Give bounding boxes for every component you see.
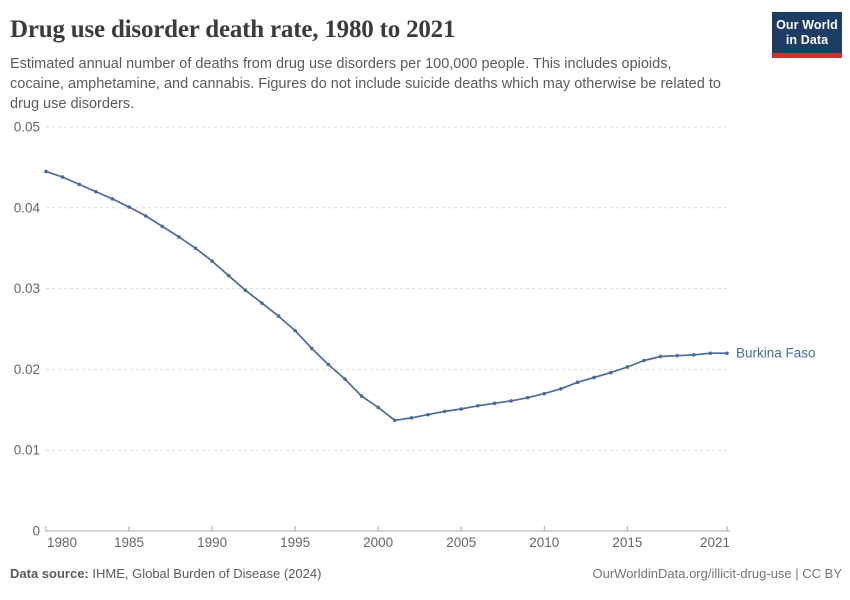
data-point (409, 416, 414, 420)
x-axis-tick-label: 2000 (363, 535, 393, 550)
x-axis-tick-label: 2010 (529, 535, 559, 550)
x-axis-tick-label: 2005 (446, 535, 476, 550)
data-point (94, 189, 98, 194)
x-axis-tick-label: 1990 (197, 535, 227, 550)
data-point (393, 418, 397, 423)
data-point (293, 328, 297, 333)
data-point (608, 370, 613, 375)
y-axis-tick-label: 0.01 (14, 443, 40, 458)
x-axis-tick-label: 1985 (114, 535, 144, 550)
data-point (359, 394, 364, 398)
data-point (309, 346, 314, 351)
data-point (658, 354, 663, 359)
y-axis-tick-label: 0.04 (14, 200, 41, 215)
y-axis-tick-label: 0.05 (14, 120, 40, 135)
series-line[interactable] (45, 170, 727, 422)
y-axis-tick-label: 0.02 (14, 362, 40, 377)
data-point (625, 365, 630, 369)
data-point (492, 401, 497, 406)
data-point (243, 288, 248, 293)
chart-header: Drug use disorder death rate, 1980 to 20… (10, 0, 840, 115)
x-axis: 1980 1985 1990 1995 2000 2005 2010 2015 2021 (45, 526, 730, 550)
y-axis-tick-label: 0 (32, 524, 40, 539)
data-point (210, 259, 214, 263)
data-point (143, 214, 148, 218)
data-point (226, 273, 231, 278)
data-point (276, 314, 281, 318)
data-point (127, 205, 131, 209)
data-point (442, 409, 447, 414)
data-point (592, 375, 596, 380)
series-label: Burkina Faso (736, 346, 816, 361)
y-axis-tick-label: 0.03 (14, 281, 40, 296)
owid-logo[interactable]: Our World in Data (772, 12, 842, 58)
owid-logo-text: Our World in Data (772, 12, 842, 53)
chart-title: Drug use disorder death rate, 1980 to 20… (10, 16, 456, 43)
owid-logo-line2: in Data (785, 33, 829, 47)
series-burkina-faso[interactable]: Burkina Faso (44, 169, 816, 423)
data-point (725, 351, 729, 356)
data-point (60, 175, 65, 179)
data-point (525, 395, 530, 400)
data-source-label: Data source: (10, 566, 89, 581)
data-point (44, 169, 48, 174)
data-point (691, 353, 696, 357)
owid-logo-red-bar (772, 53, 842, 58)
data-point (326, 362, 331, 367)
data-point (642, 358, 646, 363)
data-point (260, 301, 264, 305)
data-point (476, 403, 480, 408)
chart-subtitle: Estimated annual number of deaths from d… (10, 55, 721, 113)
x-axis-tick-label: 1980 (47, 535, 77, 550)
data-point (509, 399, 513, 403)
data-point (559, 386, 563, 391)
data-point (177, 235, 181, 239)
x-axis-tick-label: 1995 (280, 535, 310, 550)
data-point (708, 351, 713, 356)
data-point (426, 412, 430, 417)
citation-link[interactable]: OurWorldinData.org/illicit-drug-use | CC… (592, 566, 843, 581)
data-point (160, 224, 165, 229)
y-gridlines: 0 0.01 0.02 0.03 0.04 0.05 (14, 120, 730, 539)
data-point (376, 405, 380, 410)
data-point (110, 197, 115, 201)
data-point (459, 407, 464, 411)
x-axis-tick-label: 2015 (612, 535, 642, 550)
chart-footer: Data source: IHME, Global Burden of Dise… (10, 566, 842, 581)
data-point (343, 377, 347, 381)
x-axis-tick-label: 2021 (700, 535, 730, 550)
data-point (193, 246, 198, 250)
data-point (575, 380, 580, 385)
data-source: Data source: IHME, Global Burden of Dise… (10, 566, 321, 581)
data-point (77, 182, 82, 187)
data-source-text: IHME, Global Burden of Disease (2024) (88, 566, 322, 581)
data-point (542, 391, 547, 396)
data-point (675, 353, 679, 358)
owid-logo-line1: Our World (776, 18, 838, 32)
